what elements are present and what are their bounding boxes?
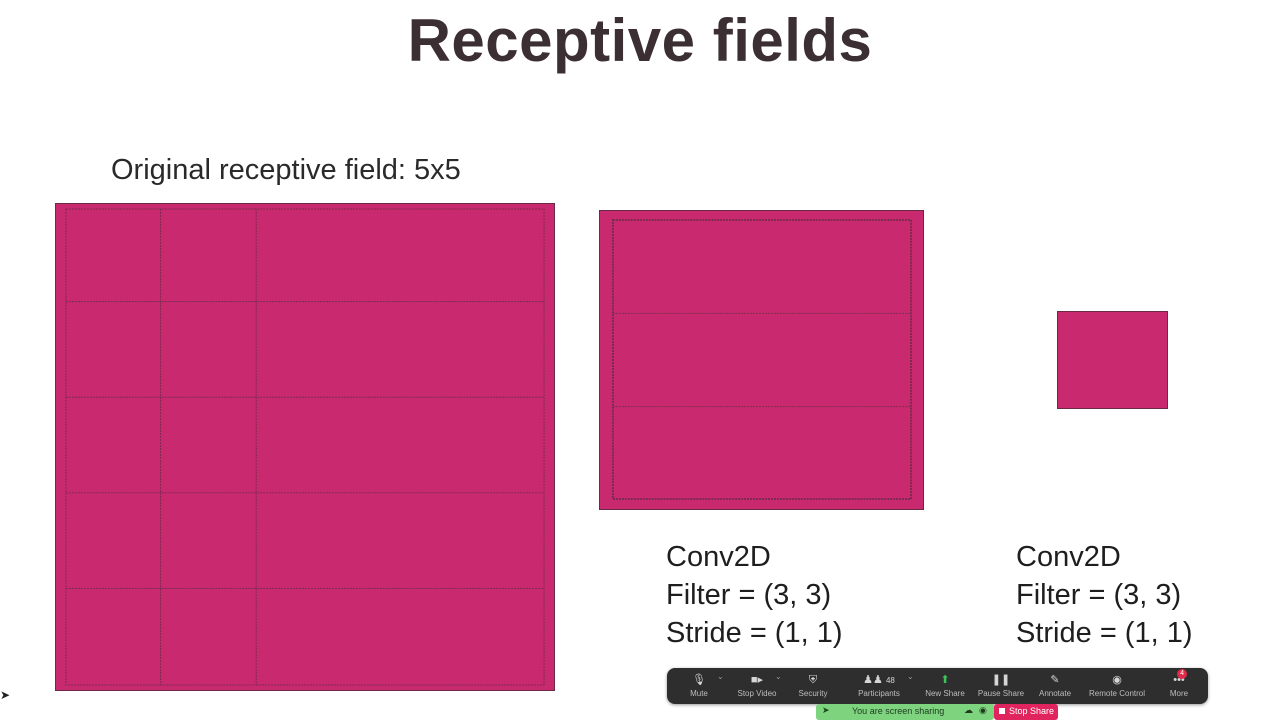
- pause-icon: ❚❚: [991, 674, 1011, 686]
- mouse-cursor-icon: ➤: [0, 688, 11, 702]
- video-options-chevron-icon[interactable]: ⌄: [775, 672, 782, 681]
- mute-options-chevron-icon[interactable]: ⌄: [717, 672, 724, 681]
- original-field-label: Original receptive field: 5x5: [111, 154, 461, 186]
- conv2d-filter: Filter = (3, 3): [1016, 579, 1182, 611]
- mouse-icon: ◉: [1112, 674, 1122, 686]
- stop-icon: [999, 708, 1005, 714]
- share-screen-icon: ⬆: [940, 674, 950, 686]
- receptive-field-5x5: [55, 203, 555, 691]
- cloud-icon: ☁: [964, 705, 973, 715]
- remote-control-button[interactable]: ◉ Remote Control: [1085, 671, 1149, 703]
- pin-icon: ➤: [822, 705, 830, 715]
- receptive-field-1x1-fill: [1058, 312, 1167, 408]
- video-camera-icon: ■▸: [750, 674, 764, 686]
- participant-count: 48: [885, 676, 895, 685]
- zoom-share-toolbar: 🎙 Mute ⌄ ■▸ Stop Video ⌄ ⛨ Security ♟♟ 4…: [667, 668, 1208, 704]
- new-share-button[interactable]: ⬆ New Share: [923, 671, 967, 703]
- pencil-icon: ✎: [1050, 674, 1060, 686]
- conv2d-name: Conv2D: [666, 541, 771, 573]
- receptive-field-3x3: [599, 210, 924, 510]
- receptive-field-5x5-grid: [56, 204, 554, 690]
- conv2d-filter: Filter = (3, 3): [666, 579, 832, 611]
- screen-sharing-banner[interactable]: ➤ You are screen sharing ☁ ◉: [816, 704, 994, 720]
- receptive-field-1x1: [1057, 311, 1168, 409]
- security-button[interactable]: ⛨ Security: [793, 671, 833, 703]
- shield-icon: ⛨: [808, 674, 818, 686]
- more-icon: •••: [1173, 674, 1185, 686]
- stop-share-button[interactable]: Stop Share: [994, 704, 1058, 720]
- participants-options-chevron-icon[interactable]: ⌄: [907, 672, 914, 681]
- shield-check-icon: ◉: [979, 705, 987, 715]
- conv2d-stride: Stride = (1, 1): [666, 617, 843, 649]
- conv2d-name: Conv2D: [1016, 541, 1121, 573]
- stop-video-button[interactable]: ■▸ Stop Video: [733, 671, 781, 703]
- more-badge: 4: [1177, 669, 1187, 679]
- screen-sharing-text: You are screen sharing: [852, 706, 945, 716]
- mute-button[interactable]: 🎙 Mute: [683, 671, 715, 703]
- conv2d-stride: Stride = (1, 1): [1016, 617, 1193, 649]
- slide-title: Receptive fields: [407, 7, 873, 74]
- more-button[interactable]: ••• 4 More: [1163, 669, 1195, 703]
- conv2d-block-1: Conv2D Filter = (3, 3) Stride = (1, 1): [666, 538, 843, 652]
- receptive-field-3x3-grid: [600, 211, 923, 509]
- conv2d-block-2: Conv2D Filter = (3, 3) Stride = (1, 1): [1016, 538, 1193, 652]
- annotate-button[interactable]: ✎ Annotate: [1035, 671, 1075, 703]
- participants-icon: ♟♟ 48: [863, 674, 895, 686]
- pause-share-button[interactable]: ❚❚ Pause Share: [977, 671, 1025, 703]
- microphone-icon: 🎙: [692, 674, 706, 686]
- participants-button[interactable]: ♟♟ 48 Participants: [853, 671, 905, 703]
